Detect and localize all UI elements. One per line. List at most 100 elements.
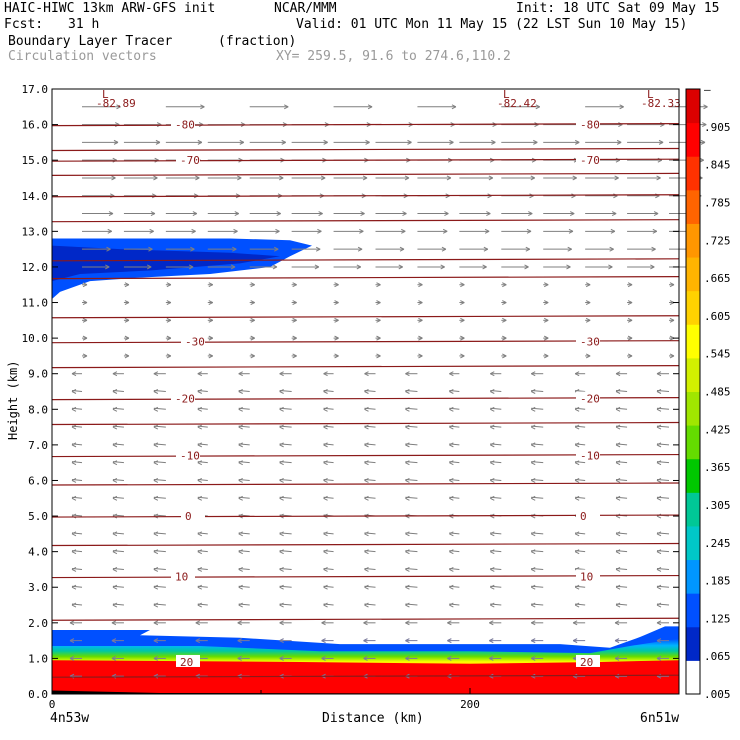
vector-head	[334, 317, 339, 323]
vector-head	[111, 655, 117, 661]
colorbar-label: .785	[704, 196, 731, 209]
colorbar-swatch	[686, 492, 700, 527]
vector-head	[153, 175, 158, 181]
vector-head	[364, 460, 369, 466]
minimum-labels: L-82.89L-82.42L-82.33	[96, 88, 681, 110]
vector-head	[614, 175, 619, 181]
contour-label-bg	[176, 153, 200, 166]
vector-head	[502, 300, 507, 305]
organization-label: NCAR/MMM	[274, 1, 337, 16]
vector-head	[405, 602, 410, 608]
vector-head	[703, 104, 708, 110]
vector-head	[363, 638, 368, 644]
vector-head	[585, 300, 591, 305]
vector-head	[250, 353, 255, 359]
contour-label-bg	[181, 509, 205, 522]
vector-head	[627, 282, 633, 288]
contour-label-bg	[176, 448, 200, 461]
vector-head	[530, 638, 536, 644]
vector-head	[585, 353, 591, 359]
vector-head	[585, 317, 591, 323]
vector-head	[321, 620, 326, 626]
vector-head	[615, 602, 621, 608]
vector-head	[574, 406, 580, 412]
vector-head	[530, 406, 536, 412]
colorbar-label: .245	[704, 537, 731, 550]
vector-head	[197, 139, 203, 145]
vector-head	[525, 246, 531, 252]
y-tick-label: 10.0	[22, 332, 49, 345]
vector-head	[188, 264, 194, 270]
forecast-hour: 31 h	[68, 17, 100, 32]
vector-head	[611, 211, 617, 217]
y-tick-label: 2.0	[28, 617, 48, 630]
vector-head	[418, 317, 423, 323]
vector-head	[490, 442, 495, 448]
x-axis-label: Distance (km)	[322, 711, 424, 726]
vector-head	[113, 139, 119, 145]
y-tick-label: 14.0	[22, 190, 49, 203]
vector-head	[656, 371, 662, 377]
vector-head	[376, 282, 381, 288]
contour-label: -70	[580, 154, 600, 167]
colorbar-swatch	[686, 593, 700, 628]
vector-head	[610, 228, 616, 234]
vector-head	[656, 478, 662, 483]
vector-head	[449, 549, 454, 555]
vector-head	[153, 389, 159, 394]
vector-head	[195, 620, 201, 626]
vector-head	[491, 139, 496, 145]
vector-head	[364, 495, 369, 501]
vector-head	[191, 228, 196, 234]
vector-head	[490, 602, 495, 608]
vector-head	[238, 584, 243, 590]
colorbar-label: .005	[704, 688, 731, 701]
vector-head	[153, 478, 159, 483]
vector-head	[449, 602, 454, 608]
contour-line	[51, 315, 680, 319]
vector-head	[364, 584, 369, 590]
vector-head	[364, 371, 369, 377]
vector-head	[460, 335, 465, 341]
vector-head	[364, 566, 369, 572]
vector-head	[208, 335, 214, 341]
vector-head	[323, 478, 328, 483]
vector-head	[656, 620, 662, 626]
vector-head	[250, 317, 255, 323]
colorbar-label: .545	[704, 348, 731, 361]
vector-head	[656, 460, 662, 466]
vector-head	[566, 264, 571, 270]
vector-head	[574, 442, 580, 448]
vector-head	[364, 389, 369, 394]
vector-head	[146, 264, 152, 270]
minimum-letter: L	[647, 88, 654, 101]
contour-line	[51, 514, 680, 518]
colorbar-label: .605	[704, 310, 731, 323]
vector-head	[449, 495, 454, 501]
vector-head	[323, 495, 328, 501]
vector-head	[279, 495, 284, 501]
vector-head	[197, 460, 203, 466]
vector-head	[321, 638, 326, 644]
vector-head	[153, 495, 159, 501]
field-name: Boundary Layer Tracer	[8, 34, 173, 49]
vector-head	[524, 264, 529, 270]
axes: 0.0 1.0 2.0 3.0 4.0 5.0 6.0 7.0 8.0 9.0 10.0 11.0 12…	[22, 83, 680, 711]
contour-label: 0	[185, 510, 192, 523]
circulation-vectors	[69, 104, 708, 679]
vector-head	[250, 335, 255, 341]
vector-head	[530, 531, 536, 537]
vector-head	[405, 460, 410, 466]
vector-head	[449, 424, 454, 430]
vector-head	[405, 478, 410, 483]
vector-head	[656, 655, 662, 661]
vector-head	[69, 638, 75, 644]
vector-head	[112, 478, 118, 483]
vector-head	[502, 335, 507, 341]
contour-label: 0	[580, 510, 587, 523]
vector-head	[238, 460, 243, 466]
vector-head	[279, 566, 284, 572]
vector-head	[314, 264, 320, 270]
model-title: HAIC-HIWC 13km ARW-GFS init	[4, 1, 216, 16]
vector-head	[627, 317, 633, 323]
